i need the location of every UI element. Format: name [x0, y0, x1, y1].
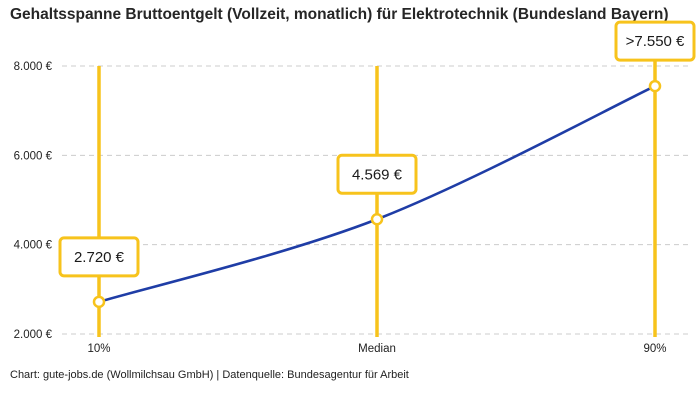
y-axis-tick-label: 4.000 €	[14, 240, 53, 252]
chart-attribution: Chart: gute-jobs.de (Wollmilchsau GmbH) …	[10, 369, 409, 381]
chart-title: Gehaltsspanne Bruttoentgelt (Vollzeit, m…	[10, 6, 669, 23]
x-axis-tick-label: 10%	[87, 343, 110, 355]
data-point-marker	[370, 213, 384, 226]
x-axis-tick-label: Median	[358, 343, 396, 355]
y-axis-tick-label: 2.000 €	[14, 329, 53, 341]
data-point-marker	[92, 295, 106, 309]
value-label-box	[58, 236, 140, 278]
value-label-box	[336, 153, 418, 195]
y-axis-tick-label: 8.000 €	[14, 61, 53, 73]
data-point-marker	[648, 79, 662, 93]
value-label-text: 2.720 €	[74, 249, 125, 266]
y-axis-tick-label: 6.000 €	[14, 150, 53, 162]
value-label-text: >7.550 €	[626, 33, 685, 50]
value-label-text: 4.569 €	[352, 166, 403, 183]
value-label-box	[614, 20, 696, 62]
x-axis-tick-label: 90%	[643, 343, 666, 355]
